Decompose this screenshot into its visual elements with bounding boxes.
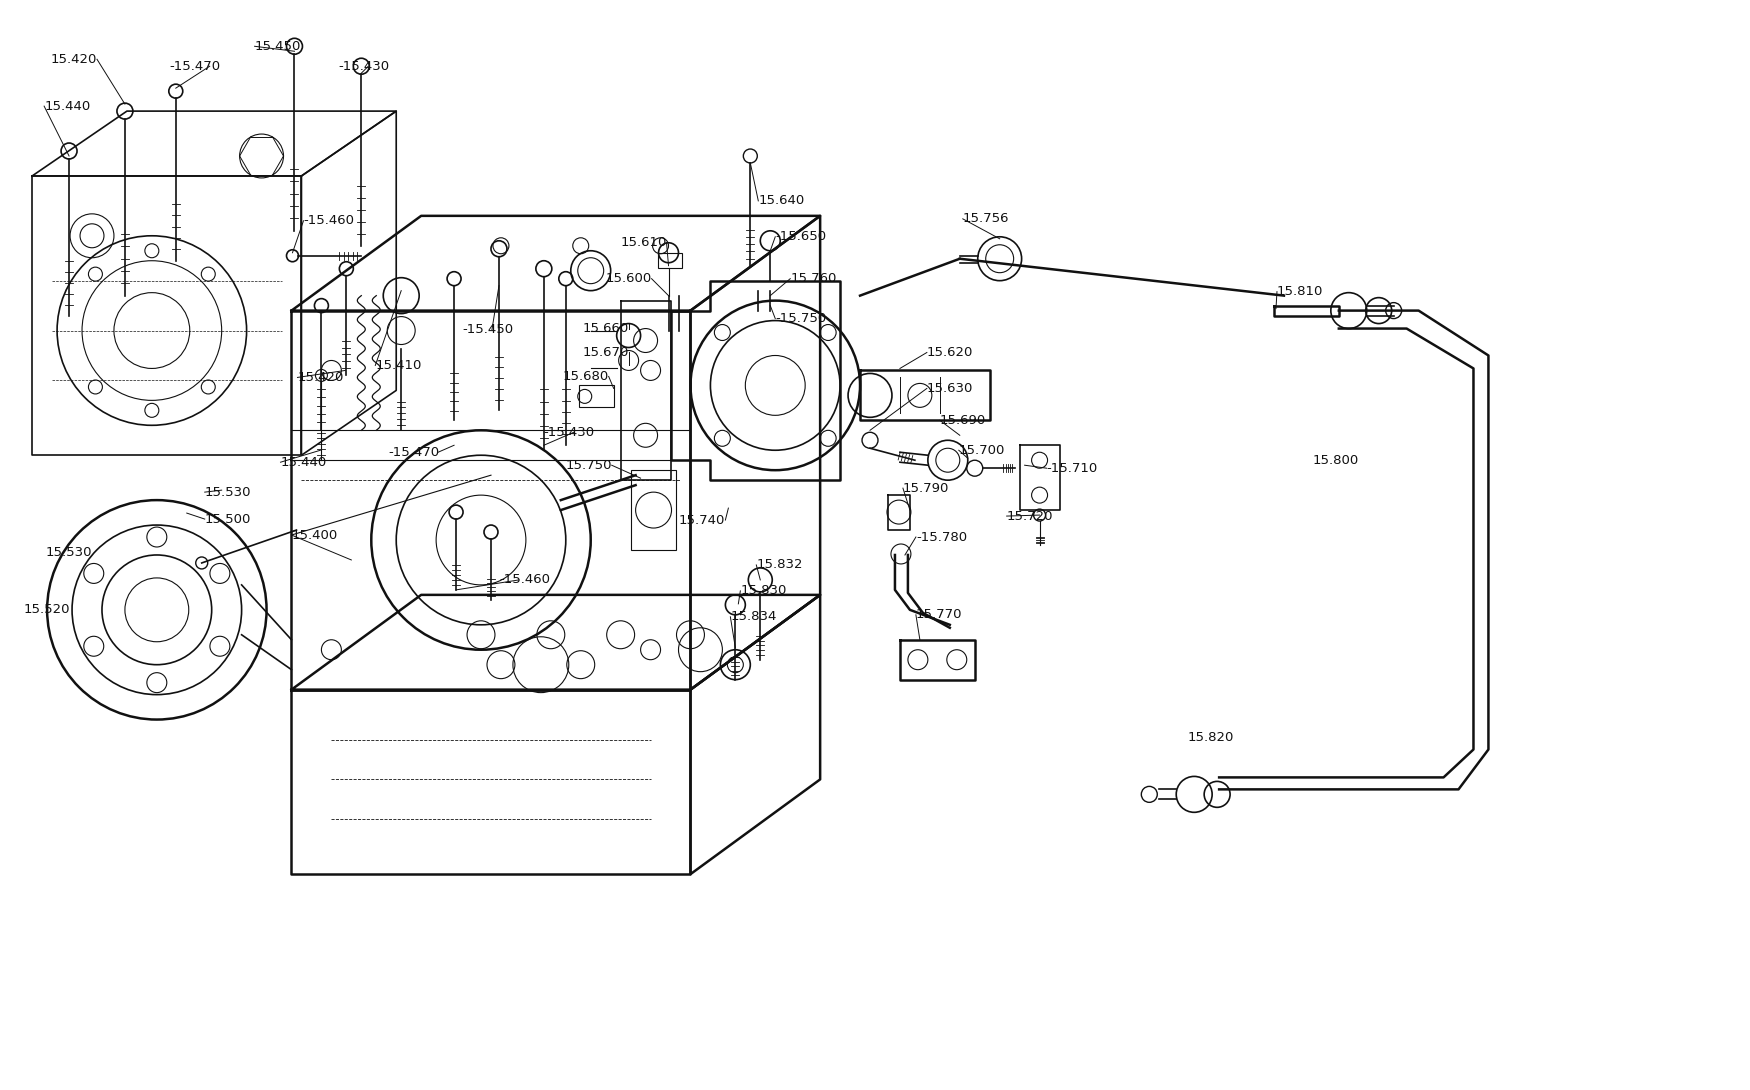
Text: 15.760: 15.760 [791,272,836,286]
Text: 15.800: 15.800 [1312,453,1360,467]
Text: 15.500: 15.500 [205,512,250,525]
Text: 15.410: 15.410 [374,359,422,372]
Text: 15.530: 15.530 [46,546,93,559]
Text: 15.400: 15.400 [292,529,338,542]
Text: 15.832: 15.832 [756,558,803,571]
Text: 15.450: 15.450 [254,39,301,52]
Text: 15.720: 15.720 [1006,509,1054,522]
Text: -15.430: -15.430 [338,60,390,73]
Text: -15.710: -15.710 [1046,462,1097,475]
Text: 15.750: 15.750 [565,459,612,472]
Text: 15.834: 15.834 [730,610,777,623]
Text: 15.770: 15.770 [915,608,962,621]
Text: 15.690: 15.690 [940,414,985,427]
Text: 15.756: 15.756 [963,213,1010,226]
Text: 15.600: 15.600 [606,272,651,286]
Text: 15.420: 15.420 [298,371,343,384]
Text: -15.780: -15.780 [915,531,968,544]
Text: 15.440: 15.440 [44,99,91,112]
Text: 15.420: 15.420 [51,52,96,65]
Text: 15.610: 15.610 [620,237,667,250]
Text: 15.820: 15.820 [1186,731,1234,744]
Text: 15.830: 15.830 [740,584,788,597]
Text: -15.460: -15.460 [303,215,355,228]
Text: -15.460: -15.460 [499,573,550,586]
Text: -15.650: -15.650 [775,230,826,243]
Text: 15.520: 15.520 [23,604,70,616]
Text: 15.740: 15.740 [679,513,726,526]
Text: -15.450: -15.450 [462,323,513,336]
Text: -15.430: -15.430 [544,426,595,439]
Text: -15.470: -15.470 [388,446,439,459]
Text: 15.530: 15.530 [205,486,252,498]
Text: 15.670: 15.670 [583,346,628,359]
Text: 15.660: 15.660 [583,322,628,335]
Text: 15.640: 15.640 [758,194,805,207]
Text: 15.810: 15.810 [1278,286,1323,299]
Text: 15.680: 15.680 [562,370,609,383]
Text: -15.750: -15.750 [775,312,826,325]
Text: 15.700: 15.700 [959,444,1004,457]
Text: 15.790: 15.790 [903,482,948,495]
Text: 15.440: 15.440 [280,456,327,469]
Text: 15.620: 15.620 [928,346,973,359]
Text: 15.630: 15.630 [928,382,973,395]
Text: -15.470: -15.470 [170,60,220,73]
